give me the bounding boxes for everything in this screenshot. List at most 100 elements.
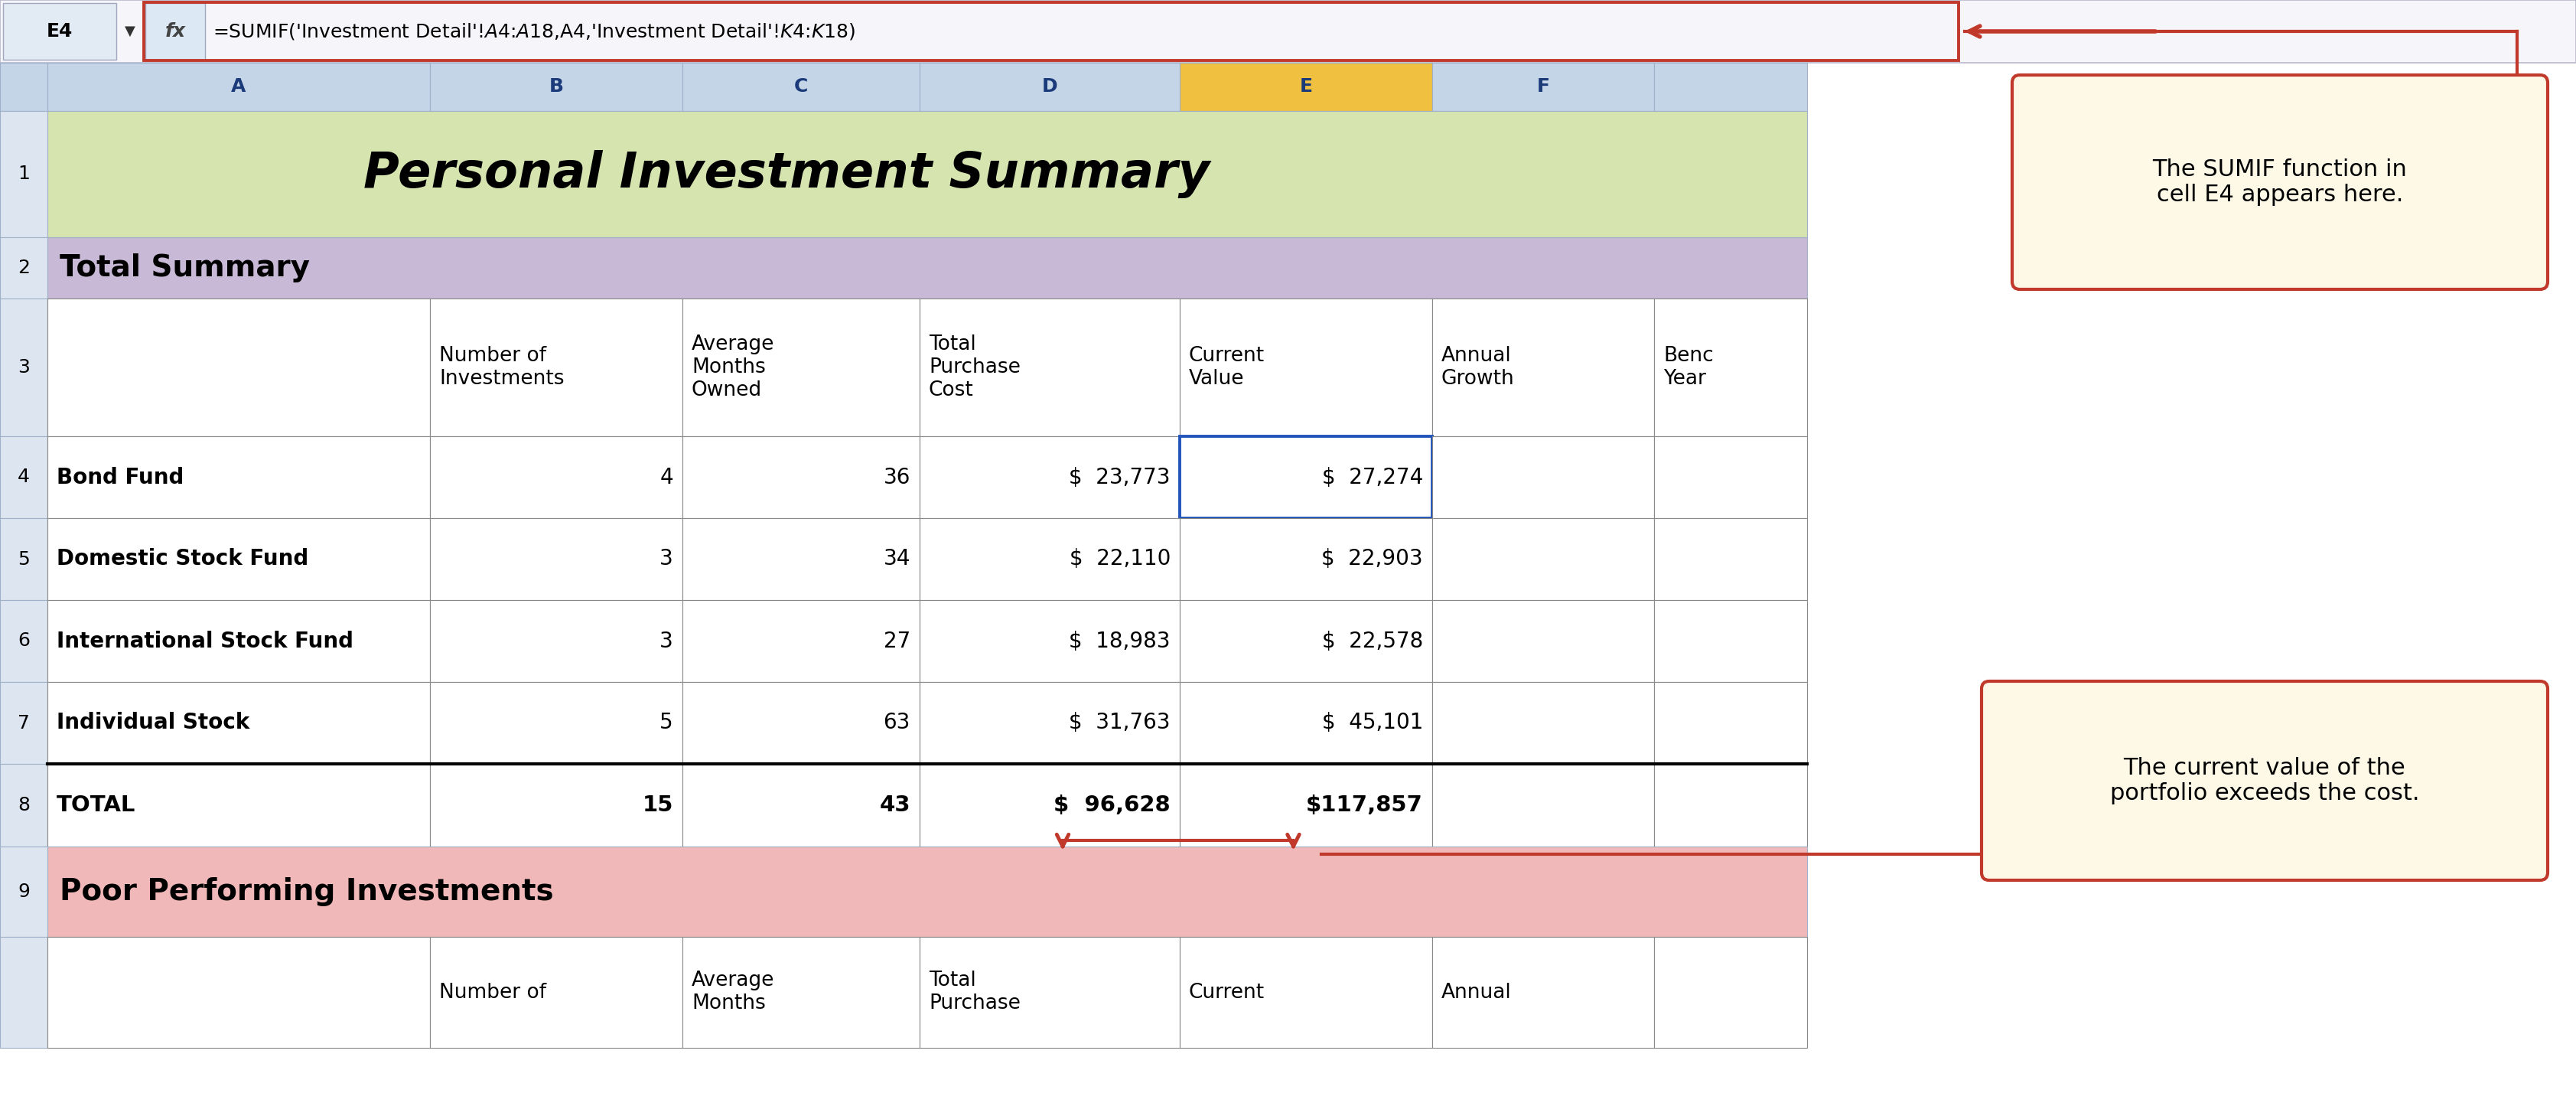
Bar — [920, 937, 1180, 1048]
Bar — [1654, 298, 1808, 436]
Bar — [1180, 764, 1432, 847]
Bar — [0, 111, 46, 237]
Text: 8: 8 — [18, 796, 31, 814]
Text: TOTAL: TOTAL — [57, 795, 137, 815]
Text: Bond Fund: Bond Fund — [57, 467, 183, 487]
Text: Number of: Number of — [438, 983, 546, 1002]
Text: 2: 2 — [18, 259, 31, 278]
Text: 43: 43 — [878, 795, 909, 815]
Bar — [683, 62, 920, 111]
Bar — [46, 600, 430, 682]
Bar — [1654, 764, 1808, 847]
Bar — [920, 436, 1180, 518]
Text: 3: 3 — [659, 549, 672, 569]
Text: 1: 1 — [18, 165, 31, 184]
Text: $  22,578: $ 22,578 — [1321, 631, 1422, 651]
Bar — [0, 764, 46, 847]
Text: D: D — [1041, 78, 1059, 96]
Text: 15: 15 — [641, 795, 672, 815]
Text: $  31,763: $ 31,763 — [1069, 713, 1170, 733]
Bar — [144, 3, 206, 60]
Bar — [430, 937, 683, 1048]
Bar — [430, 298, 683, 436]
Text: B: B — [549, 78, 564, 96]
Bar — [430, 518, 683, 600]
Bar — [1654, 436, 1808, 518]
Bar — [920, 62, 1180, 111]
Bar — [46, 298, 430, 436]
Text: 4: 4 — [18, 468, 31, 486]
Bar — [1654, 62, 1808, 111]
Bar — [0, 436, 46, 518]
Bar — [1180, 298, 1432, 436]
Text: Current
Value: Current Value — [1190, 346, 1265, 389]
Bar — [1432, 62, 1654, 111]
Text: 63: 63 — [884, 713, 909, 733]
Bar — [430, 764, 683, 847]
Text: $117,857: $117,857 — [1306, 795, 1422, 815]
Text: $  27,274: $ 27,274 — [1321, 467, 1422, 487]
Text: ▼: ▼ — [124, 24, 137, 38]
Bar — [920, 764, 1180, 847]
Text: 9: 9 — [18, 882, 31, 901]
Text: Average
Months: Average Months — [690, 971, 775, 1014]
Text: 6: 6 — [18, 632, 31, 650]
Bar — [1654, 600, 1808, 682]
Bar — [683, 436, 920, 518]
FancyBboxPatch shape — [2012, 75, 2548, 290]
Bar — [0, 937, 46, 1048]
Text: 27: 27 — [884, 631, 909, 651]
Text: Total
Purchase: Total Purchase — [930, 971, 1020, 1014]
Bar — [0, 682, 46, 764]
Bar — [1432, 518, 1654, 600]
Bar — [920, 518, 1180, 600]
Text: $  22,110: $ 22,110 — [1069, 549, 1170, 569]
Bar — [46, 518, 430, 600]
Bar — [3, 3, 116, 60]
Bar — [920, 682, 1180, 764]
Bar — [430, 62, 683, 111]
Text: Annual: Annual — [1443, 983, 1512, 1002]
Text: A: A — [232, 78, 247, 96]
Text: $  45,101: $ 45,101 — [1321, 713, 1422, 733]
Bar — [1180, 682, 1432, 764]
Bar — [683, 298, 920, 436]
Bar — [1654, 518, 1808, 600]
Bar — [683, 682, 920, 764]
Text: C: C — [793, 78, 809, 96]
Text: $  23,773: $ 23,773 — [1069, 467, 1170, 487]
Bar — [0, 518, 46, 600]
Bar — [920, 298, 1180, 436]
Bar — [683, 518, 920, 600]
Text: $  18,983: $ 18,983 — [1069, 631, 1170, 651]
Bar — [1654, 937, 1808, 1048]
Bar — [1432, 436, 1654, 518]
Text: E4: E4 — [46, 22, 72, 40]
Bar — [46, 764, 430, 847]
Text: 34: 34 — [884, 549, 909, 569]
Bar — [46, 237, 1808, 298]
Bar — [46, 937, 430, 1048]
Bar — [920, 600, 1180, 682]
Bar — [1180, 518, 1432, 600]
Text: Poor Performing Investments: Poor Performing Investments — [59, 878, 554, 906]
Bar — [683, 600, 920, 682]
Text: International Stock Fund: International Stock Fund — [57, 631, 353, 651]
Bar — [0, 0, 2576, 62]
Text: 5: 5 — [18, 550, 31, 568]
Bar — [46, 111, 1808, 237]
Text: Current: Current — [1190, 983, 1265, 1002]
Text: 7: 7 — [18, 714, 31, 732]
Bar — [683, 764, 920, 847]
Text: Annual
Growth: Annual Growth — [1443, 346, 1515, 389]
Bar — [46, 436, 430, 518]
Text: =SUMIF('Investment Detail'!$A$4:$A$18,A4,'Investment Detail'!$K$4:$K$18): =SUMIF('Investment Detail'!$A$4:$A$18,A4… — [214, 22, 855, 42]
Bar — [1432, 298, 1654, 436]
Bar — [1432, 600, 1654, 682]
Text: 5: 5 — [659, 713, 672, 733]
Bar — [430, 600, 683, 682]
Bar — [1654, 682, 1808, 764]
Text: Individual Stock: Individual Stock — [57, 713, 250, 733]
Bar — [683, 937, 920, 1048]
Text: Number of
Investments: Number of Investments — [438, 346, 564, 389]
